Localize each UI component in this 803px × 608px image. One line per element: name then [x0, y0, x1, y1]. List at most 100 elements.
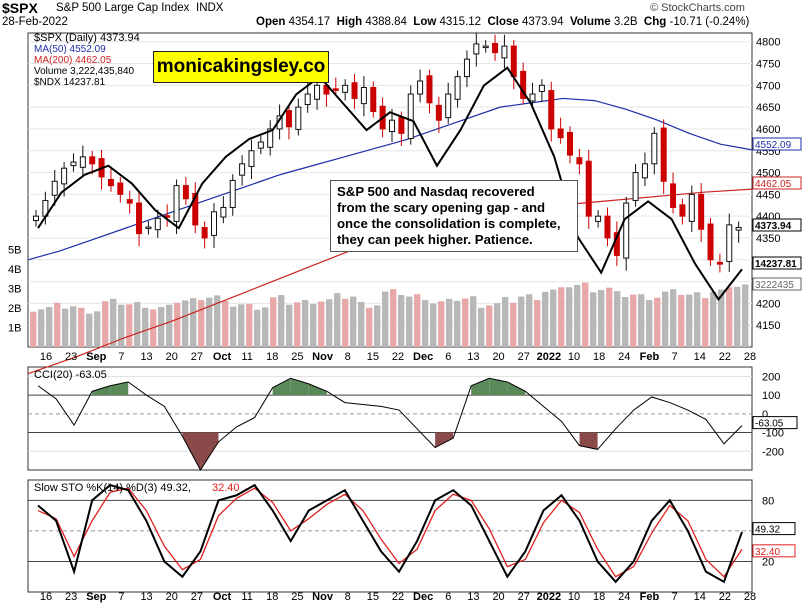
volume-bar	[310, 303, 317, 347]
volume-bar	[686, 294, 693, 347]
candle-body	[726, 224, 733, 263]
open-label: Open	[256, 16, 286, 28]
ma200-badge-frame	[752, 176, 802, 190]
volume-bar	[382, 291, 389, 347]
candle-body	[698, 193, 705, 230]
candle-body	[463, 58, 470, 78]
candle-body	[417, 80, 424, 95]
close-badge-frame	[752, 218, 802, 232]
volume-value: 3.2B	[613, 16, 638, 28]
candle-body	[304, 93, 311, 106]
x-tick-label-bottom: 7	[118, 591, 124, 603]
volume-bar	[214, 295, 221, 347]
sto-legend-d: 32.40	[212, 482, 240, 494]
ohlc-bar: Open 4354.17 High 4388.84 Low 4315.12 Cl…	[256, 16, 749, 28]
candle-body	[492, 42, 499, 54]
volume-bar	[278, 295, 285, 347]
volume-bar	[126, 304, 133, 347]
volume-badge: 3222435	[755, 280, 794, 291]
annotation-box: S&P 500 and Nasdaq recovered from the sc…	[330, 180, 578, 252]
candle-body	[211, 211, 217, 236]
cci-fill-positive	[272, 378, 291, 396]
candle-body	[61, 167, 68, 185]
candle-body	[332, 88, 339, 91]
candle-body	[651, 132, 658, 165]
price-tick-label: 4150	[756, 320, 780, 332]
candle-body	[267, 128, 274, 148]
volume-bar	[494, 303, 501, 347]
legend-ma50: MA(50) 4552.09	[34, 44, 106, 55]
cci-tick-label: -100	[762, 428, 784, 440]
volume-bar	[86, 313, 93, 347]
volume-bar	[102, 301, 109, 347]
x-tick-label-top: 7	[672, 351, 678, 363]
x-tick-label-top: 10	[568, 351, 580, 363]
volume-bar	[710, 291, 717, 347]
sto-legend-k: Slow STO %K(14) %D(3) 49.32,	[34, 482, 191, 494]
volume-bar	[742, 284, 749, 347]
x-tick-label-top: 23	[65, 351, 77, 363]
annotation-line: they can peek higher. Patience.	[337, 232, 533, 247]
volume-bar	[118, 304, 125, 347]
candle-body	[370, 87, 377, 112]
x-tick-label-top: 18	[593, 351, 605, 363]
x-tick-label-top: 20	[492, 351, 504, 363]
volume-bar	[510, 302, 517, 347]
annotation-line: once the consolidation is complete,	[337, 216, 561, 231]
candle-body	[33, 215, 39, 222]
x-tick-label-top: 13	[467, 351, 479, 363]
x-tick-label-bottom: 7	[672, 591, 678, 603]
candle-body	[716, 261, 723, 265]
chg-value: -10.71 (-0.24%)	[669, 16, 750, 28]
volume-bar	[78, 307, 85, 347]
x-tick-label-bottom: 22	[719, 591, 731, 603]
volume-bar	[94, 311, 101, 347]
candle-body	[295, 106, 302, 130]
x-tick-label-top: 8	[345, 351, 351, 363]
x-tick-label-top: Sep	[86, 351, 106, 363]
volume-bar	[222, 300, 229, 347]
candle-body	[538, 84, 545, 92]
sto-k-line	[37, 483, 743, 584]
ndx-line	[37, 66, 743, 302]
candle-body	[145, 226, 152, 230]
volume-bar	[534, 300, 541, 347]
ma200-badge: 4462.05	[755, 179, 792, 190]
cci-badge-frame	[752, 416, 798, 430]
volume-bar	[502, 296, 509, 347]
close-value: 4373.94	[522, 16, 564, 28]
symbol: $SPX	[2, 0, 38, 16]
volume-bar	[142, 307, 149, 347]
candle-body	[679, 204, 686, 217]
ndx-badge-frame	[752, 256, 802, 270]
volume-bar	[454, 300, 461, 347]
volume-bar	[590, 292, 597, 347]
candle-body	[314, 84, 321, 100]
close-label: Close	[487, 16, 519, 28]
candle-body	[79, 156, 86, 168]
x-tick-label-top: Nov	[312, 351, 334, 363]
candle-body	[557, 128, 564, 139]
volume-bar	[262, 307, 269, 347]
volume-bar	[182, 300, 189, 347]
volume-bar	[438, 301, 445, 347]
x-tick-label-bottom: 18	[593, 591, 605, 603]
candle-body	[473, 43, 480, 55]
volume-bar	[350, 296, 357, 347]
price-tick-label: 4450	[756, 189, 780, 201]
volume-bar	[694, 292, 701, 347]
volume-bar	[334, 293, 341, 347]
volume-bar	[294, 302, 301, 347]
x-tick-label-bottom: 27	[191, 591, 203, 603]
candle-body	[229, 179, 236, 208]
volume-bar	[662, 291, 669, 347]
x-tick-label-top: 27	[191, 351, 203, 363]
candle-body	[548, 90, 555, 130]
x-tick-label-top: 13	[140, 351, 152, 363]
candle-body	[126, 199, 133, 204]
candle-body	[641, 163, 648, 179]
cci-fill-positive	[507, 381, 526, 396]
candle-body	[482, 45, 489, 49]
